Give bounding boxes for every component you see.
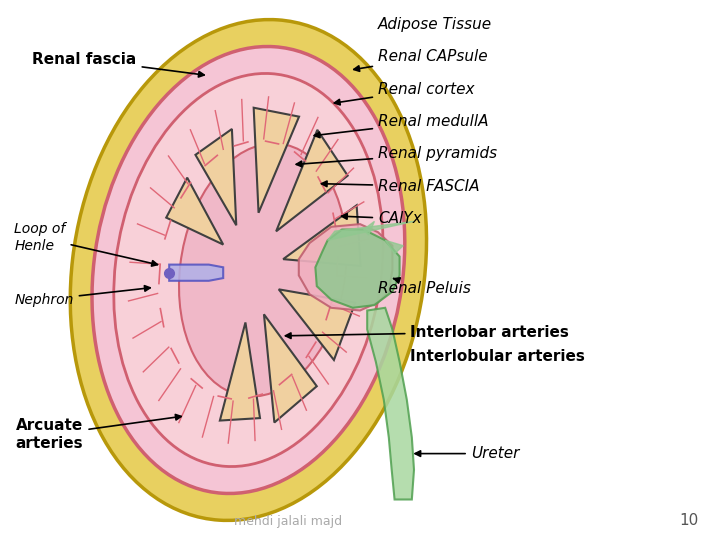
Ellipse shape (71, 19, 426, 521)
Ellipse shape (114, 73, 383, 467)
Text: Interlobar arteries: Interlobar arteries (285, 325, 570, 340)
Text: Nephron: Nephron (14, 286, 150, 307)
Text: Renal fascia: Renal fascia (32, 52, 204, 77)
Polygon shape (279, 289, 355, 360)
Polygon shape (367, 308, 414, 500)
Text: Renal pyramids: Renal pyramids (296, 146, 497, 167)
Polygon shape (264, 314, 317, 422)
Polygon shape (166, 178, 223, 245)
Ellipse shape (179, 144, 346, 396)
Text: Renal FASCIA: Renal FASCIA (321, 179, 480, 194)
Text: Arcuate
arteries: Arcuate arteries (16, 415, 181, 451)
Polygon shape (315, 230, 400, 308)
Polygon shape (253, 107, 299, 213)
Polygon shape (385, 240, 403, 254)
Polygon shape (195, 129, 236, 225)
Polygon shape (169, 265, 223, 281)
Text: Ureter: Ureter (472, 446, 520, 461)
Text: CAlYx: CAlYx (341, 211, 422, 226)
Text: Adipose Tissue: Adipose Tissue (378, 17, 492, 32)
Text: Renal medullA: Renal medullA (314, 114, 488, 138)
Polygon shape (299, 224, 392, 310)
Polygon shape (220, 322, 260, 421)
Polygon shape (283, 205, 361, 266)
Text: Renal cortex: Renal cortex (334, 82, 474, 105)
Text: Renal Peluis: Renal Peluis (378, 278, 471, 296)
Ellipse shape (92, 46, 405, 494)
Text: 10: 10 (679, 513, 698, 528)
Polygon shape (364, 221, 374, 235)
Polygon shape (328, 221, 414, 240)
Text: mehdi jalali majd: mehdi jalali majd (234, 515, 342, 528)
Text: Renal CAPsule: Renal CAPsule (354, 49, 487, 71)
Text: Interlobular arteries: Interlobular arteries (410, 349, 585, 364)
Polygon shape (276, 130, 348, 231)
Text: Loop of
Henle: Loop of Henle (14, 222, 158, 266)
